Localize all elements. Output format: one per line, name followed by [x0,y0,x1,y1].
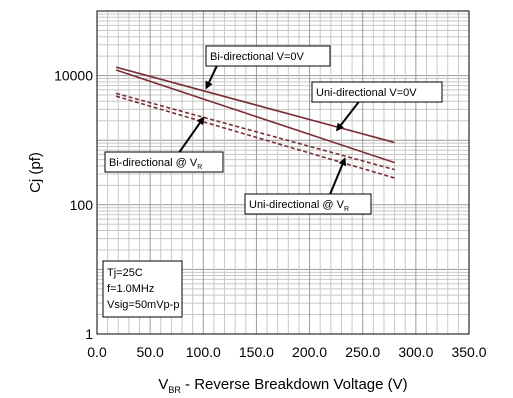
y-axis-label: Cj (pf) [27,152,44,193]
annotation-label-bi0: Bi-directional V=0V [210,51,305,63]
x-tick-labels: 0.0 50.0 100.0 150.0 200.0 250.0 300.0 350.0 [87,344,486,360]
annotation-box-univr [244,193,372,215]
annotation-subscript: R [197,164,202,171]
y-tick-label: 100 [70,197,94,213]
series-layer [115,66,395,179]
conditions-frame [102,260,183,318]
x-tick-label: 250.0 [345,344,380,360]
x-tick-label: 150.0 [239,344,274,360]
series-line-0 [115,66,395,144]
annotation-text: Uni-directional V=0V [316,87,417,99]
series-line-3 [115,95,395,179]
y-tick-label: 10000 [54,68,93,84]
x-tick-label: 200.0 [292,344,327,360]
annotation-subscript: R [344,206,349,213]
annotation-label-bivr: Bi-directional @ VR [109,157,202,171]
annotation-arrow-bivr [175,116,205,157]
x-tick-label: 350.0 [451,344,486,360]
x-tick-label: 100.0 [186,344,221,360]
plot-frame [96,10,470,335]
condition-temp: Tj=25C [107,267,143,279]
series-line-1 [115,69,395,164]
x-axis-label-rest: - Reverse Breakdown Voltage (V) [181,376,408,393]
conditions-box: Tj=25C f=1.0MHz Vsig=50mVp-p [102,260,183,318]
annotation-arrow-univr [327,157,347,198]
x-tick-label: 300.0 [398,344,433,360]
annotation-box-uni0 [311,81,443,103]
series-line-2 [115,92,395,171]
x-axis-label: VBR - Reverse Breakdown Voltage (V) [158,376,407,395]
annotation-text: Bi-directional @ V [109,157,198,169]
x-tick-label: 0.0 [87,344,107,360]
y-tick-labels: 1 100 10000 [54,68,93,342]
x-tick-label: 50.0 [137,344,164,360]
condition-vsig: Vsig=50mVp-p [107,299,179,311]
annotation-label-uni0: Uni-directional V=0V [316,87,417,99]
annotations: Bi-directional V=0V Uni-directional V=0V B… [104,45,443,215]
annotation-label-univr: Uni-directional @ VR [249,199,349,213]
x-axis-label-main: V [158,376,168,393]
annotation-text: Uni-directional @ V [249,199,345,211]
annotation-text: Bi-directional V=0V [210,51,305,63]
x-axis-label-sub: BR [168,385,181,395]
annotation-box-bivr [104,151,224,173]
annotation-box-bi0 [205,45,331,67]
y-tick-label: 1 [85,326,93,342]
condition-freq: f=1.0MHz [107,283,154,295]
